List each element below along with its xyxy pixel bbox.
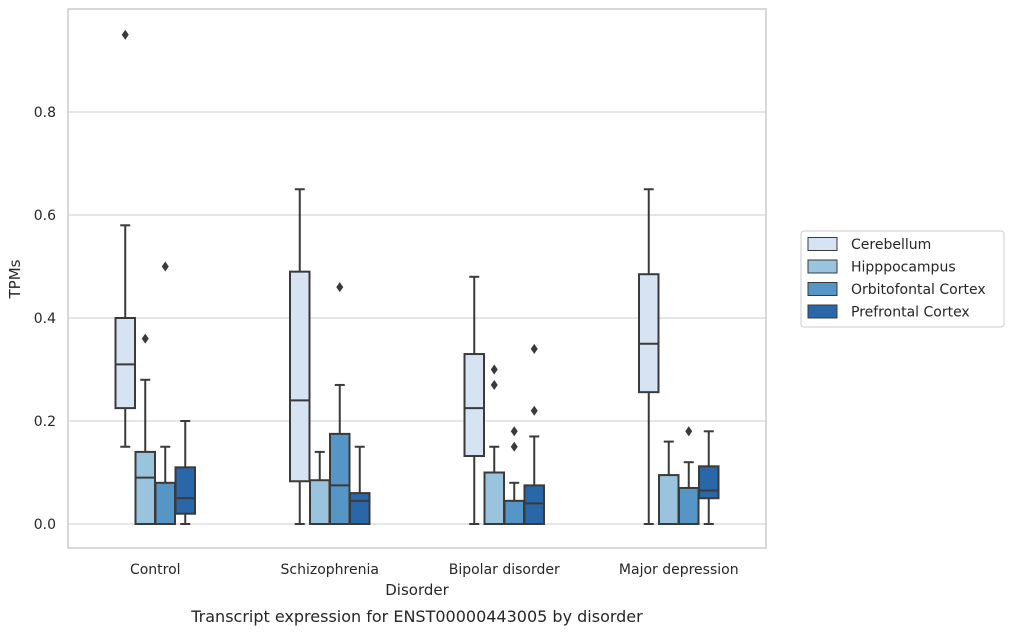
outlier-point xyxy=(121,29,129,40)
box-cerebellum xyxy=(114,29,136,448)
box-prefrontal-cortex xyxy=(349,445,371,526)
box-orbitofontal-cortex xyxy=(678,426,700,526)
outlier-point xyxy=(510,441,518,452)
legend-label: Hipppocampus xyxy=(851,260,956,276)
outlier-point xyxy=(336,282,344,293)
box-body xyxy=(523,484,545,525)
outlier-point xyxy=(490,364,498,375)
legend-label: Cerebellum xyxy=(851,237,931,253)
box-body xyxy=(134,450,156,525)
box-hipppocampus xyxy=(483,364,505,525)
x-axis-label: Disorder xyxy=(385,581,449,599)
x-tick-label: Major depression xyxy=(619,562,739,578)
legend-swatch xyxy=(807,304,838,319)
legend-swatch xyxy=(807,259,838,274)
outlier-point xyxy=(685,426,693,437)
box-body xyxy=(483,471,505,525)
x-ticks: Control Schizophrenia Bipolar disorder Majo… xyxy=(130,562,739,578)
box-body xyxy=(638,273,660,394)
box-body xyxy=(329,432,351,525)
box-cerebellum xyxy=(638,188,660,525)
box-body xyxy=(503,499,525,526)
legend-items: Cerebellum Hipppocampus Orbitofontal Corte… xyxy=(807,237,986,321)
legend-label: Orbitofontal Cortex xyxy=(851,282,986,298)
box-body xyxy=(658,474,680,526)
box-body xyxy=(678,486,700,526)
y-axis-label: TPMs xyxy=(6,259,24,299)
box-body xyxy=(349,492,371,526)
box-hipppocampus xyxy=(309,450,331,526)
legend-swatch xyxy=(807,282,838,296)
outlier-point xyxy=(490,379,498,390)
x-tick-label: Bipolar disorder xyxy=(449,562,560,578)
legend-label: Prefrontal Cortex xyxy=(851,305,970,321)
x-tick-label: Control xyxy=(130,562,181,578)
box-prefrontal-cortex xyxy=(523,343,545,525)
box-cerebellum xyxy=(463,275,485,525)
box-hipppocampus xyxy=(658,440,680,526)
box-orbitofontal-cortex xyxy=(154,261,176,525)
box-cerebellum xyxy=(289,188,311,525)
y-tick-label: 0.2 xyxy=(34,414,56,430)
chart-caption: Transcript expression for ENST0000044300… xyxy=(190,607,643,626)
outlier-point xyxy=(530,405,538,416)
box-body xyxy=(289,270,311,483)
y-tick-label: 0.0 xyxy=(34,517,56,533)
box-body xyxy=(463,353,485,458)
box-orbitofontal-cortex xyxy=(329,282,351,525)
box-layer xyxy=(114,29,720,526)
y-tick-label: 0.8 xyxy=(34,105,56,121)
box-body xyxy=(114,317,136,410)
legend-swatch xyxy=(807,237,838,251)
outlier-point xyxy=(141,333,149,344)
box-body xyxy=(698,465,720,500)
box-orbitofontal-cortex xyxy=(503,426,525,526)
y-tick-label: 0.6 xyxy=(34,208,56,224)
outlier-point xyxy=(161,261,169,272)
grid-lines xyxy=(68,111,766,525)
box-body xyxy=(309,479,331,526)
box-hipppocampus xyxy=(134,333,156,525)
box-prefrontal-cortex xyxy=(174,420,196,525)
legend: Cerebellum Hipppocampus Orbitofontal Corte… xyxy=(800,230,1005,328)
x-tick-label: Schizophrenia xyxy=(281,562,379,578)
box-prefrontal-cortex xyxy=(698,430,720,525)
box-body xyxy=(154,481,176,525)
box-body xyxy=(174,466,196,515)
outlier-point xyxy=(530,343,538,354)
plot-frame xyxy=(67,8,767,549)
y-ticks: 0.0 0.2 0.4 0.6 0.8 xyxy=(34,105,56,533)
legend-frame xyxy=(800,230,1005,328)
y-tick-label: 0.4 xyxy=(34,311,56,327)
outlier-point xyxy=(510,426,518,437)
